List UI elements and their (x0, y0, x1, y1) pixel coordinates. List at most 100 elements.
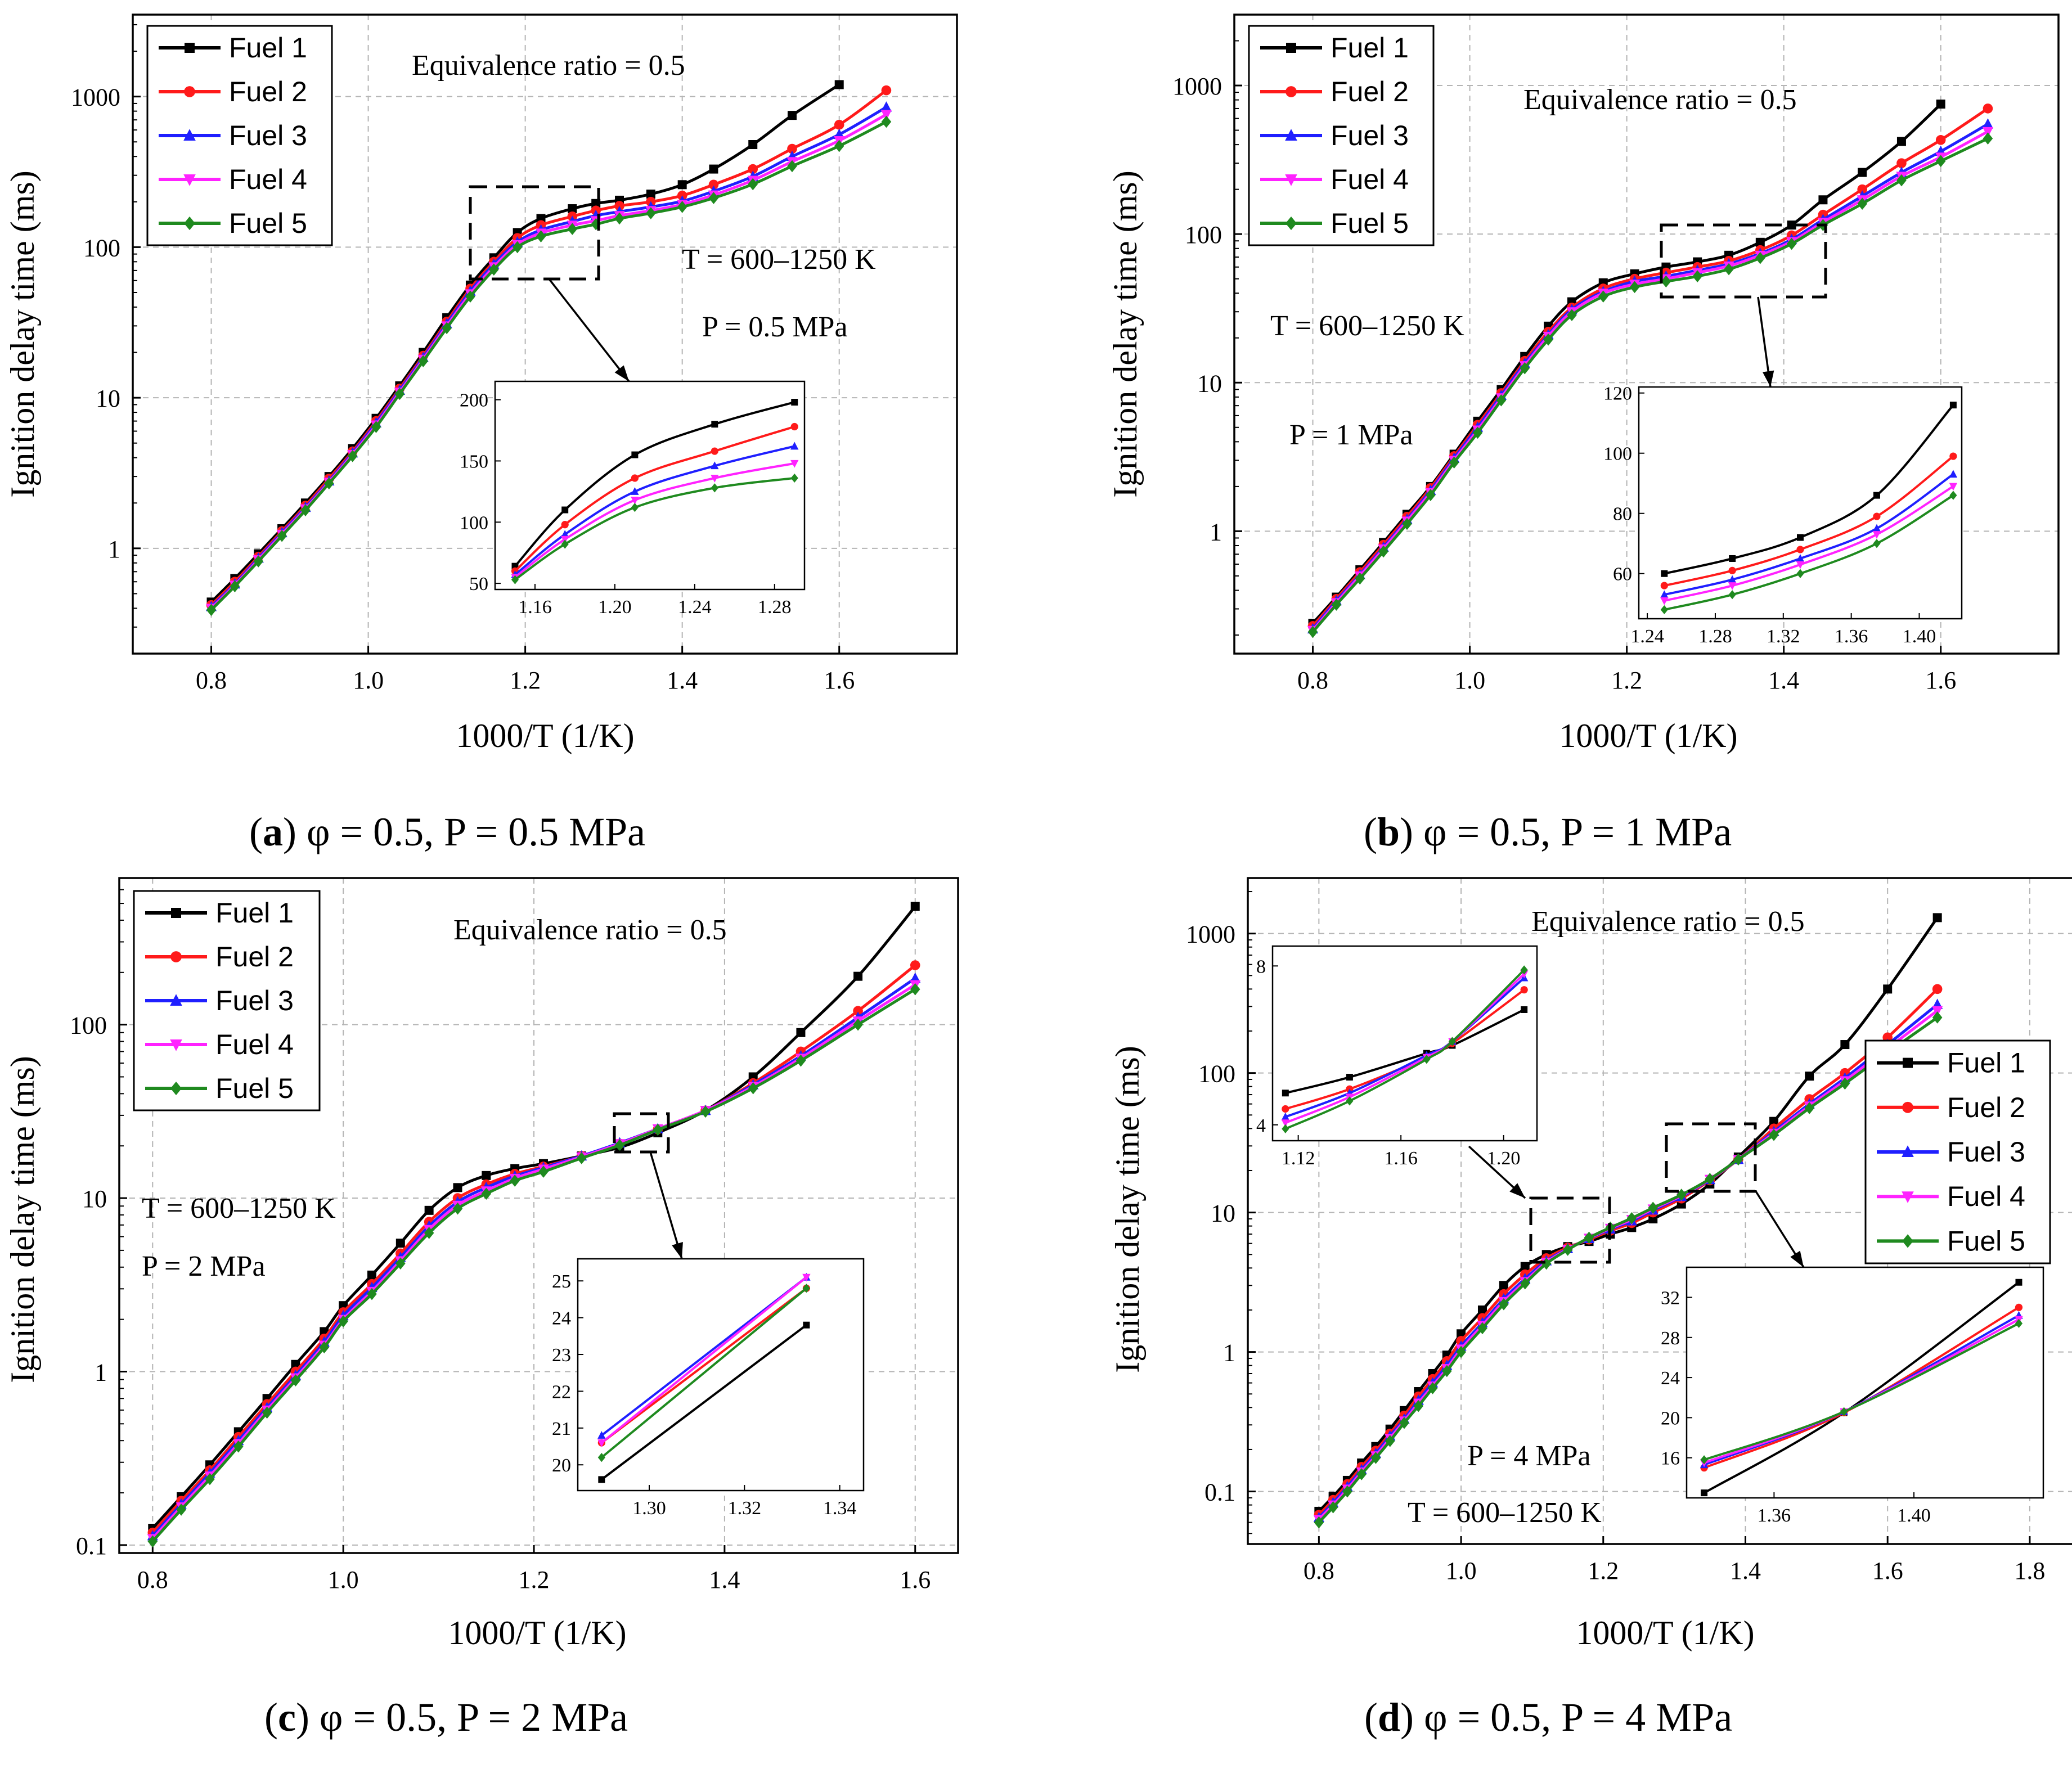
data-point-fuel-5 (881, 115, 892, 128)
inset-y-tick-label: 4 (1256, 1115, 1266, 1136)
legend-label-fuel-2: Fuel 2 (229, 76, 307, 107)
data-point-fuel-1 (709, 164, 718, 174)
data-point-fuel-5 (465, 290, 475, 303)
inset-x-tick-label: 1.30 (632, 1498, 666, 1519)
inset-point-fuel-1 (1346, 1074, 1353, 1081)
inset-point-fuel-2 (1282, 1105, 1289, 1113)
caption-panel-c: (c) φ = 0.5, P = 2 MPa (264, 1695, 628, 1740)
data-point-fuel-5 (708, 192, 719, 204)
data-point-fuel-5 (1477, 1322, 1487, 1335)
data-point-fuel-1 (910, 902, 920, 911)
inset-line-fuel-4 (601, 1276, 807, 1444)
captions: (a) φ = 0.5, P = 0.5 MPa (b) φ = 0.5, P =… (249, 809, 1732, 1740)
data-point-fuel-5 (418, 355, 429, 367)
data-point-fuel-1 (1932, 913, 1942, 922)
zoom-arrow-head (672, 1242, 683, 1259)
data-point-fuel-5 (338, 1315, 348, 1327)
legend-marker-fuel-1 (171, 908, 181, 918)
data-point-fuel-5 (1441, 1365, 1452, 1378)
data-point-fuel-5 (347, 450, 358, 462)
legend-label-fuel-1: Fuel 1 (229, 32, 307, 64)
series-group (205, 80, 892, 616)
data-point-fuel-5 (147, 1535, 158, 1548)
x-tick-label: 1.0 (353, 667, 384, 694)
inset-x-tick-label: 1.20 (598, 597, 632, 618)
plot-frame (118, 877, 959, 1554)
data-point-fuel-2 (1935, 135, 1946, 145)
inset-point-fuel-5 (631, 503, 639, 512)
zoom-region-box (469, 185, 600, 281)
inset-x-tick-label: 1.32 (1767, 626, 1800, 647)
data-point-fuel-5 (371, 421, 381, 433)
data-point-fuel-5 (834, 139, 844, 152)
inset-point-fuel-2 (790, 422, 798, 431)
inset-x-tick-label: 1.28 (1698, 626, 1732, 647)
x-tick-label: 1.4 (1768, 667, 1799, 694)
x-tick-label: 1.4 (709, 1566, 740, 1594)
data-point-fuel-5 (700, 1105, 711, 1118)
data-point-fuel-5 (1378, 545, 1388, 558)
data-point-fuel-1 (1769, 1117, 1779, 1126)
zoom-region-box (1529, 1196, 1611, 1264)
data-point-fuel-5 (1385, 1435, 1395, 1447)
y-tick-label: 10 (1197, 370, 1222, 397)
data-point-fuel-5 (394, 388, 405, 400)
inset-point-fuel-1 (711, 421, 718, 428)
data-point-fuel-5 (1676, 1189, 1687, 1201)
x-tick-label: 1.2 (519, 1566, 550, 1594)
inset-point-fuel-5 (597, 1453, 605, 1462)
inset-x-tick-label: 1.16 (1384, 1148, 1418, 1169)
legend-label-fuel-2: Fuel 2 (1947, 1092, 2025, 1123)
legend-marker-fuel-1 (1903, 1057, 1913, 1068)
caption-letter: a (263, 809, 283, 854)
data-point-fuel-5 (1413, 1399, 1424, 1412)
inset-y-tick-label: 23 (552, 1345, 571, 1366)
inset-line-fuel-4 (514, 462, 795, 578)
data-point-fuel-5 (1355, 572, 1365, 585)
data-point-fuel-1 (1858, 168, 1867, 177)
data-point-fuel-1 (1477, 1305, 1487, 1315)
data-point-fuel-5 (512, 241, 523, 254)
plot-frame (1233, 13, 2060, 655)
zoom-arrow (649, 1151, 683, 1259)
zoom-region-box (1660, 223, 1827, 299)
data-point-fuel-5 (1661, 275, 1671, 288)
inset-y-tick-label: 16 (1661, 1448, 1680, 1469)
data-point-fuel-5 (1935, 155, 1946, 168)
inset-plot-1: 1.16 1.20 1.24 1.28 50 100 150 200 (460, 380, 806, 618)
inset-point-fuel-3 (1660, 590, 1669, 598)
series-line-4 (151, 983, 916, 1540)
inset-y-tick-label: 21 (552, 1419, 571, 1439)
inset-y-tick-label: 25 (552, 1271, 571, 1292)
inset-plot-1: 1.30 1.32 1.34 20 21 22 23 24 25 (552, 1258, 865, 1519)
inset-point-fuel-4 (1796, 561, 1805, 569)
inset-x-tick-label: 1.28 (758, 597, 792, 618)
data-point-fuel-1 (646, 190, 655, 199)
inset-y-tick-label: 28 (1661, 1328, 1680, 1349)
data-point-fuel-5 (1733, 1153, 1743, 1166)
inset-point-fuel-2 (1873, 512, 1881, 520)
data-point-fuel-1 (853, 971, 863, 981)
data-point-fuel-5 (1567, 309, 1577, 321)
data-point-fuel-2 (910, 960, 920, 970)
data-point-fuel-5 (1449, 456, 1459, 469)
inset-point-fuel-1 (561, 506, 569, 514)
annotation-1: Equivalence ratio = 0.5 (1531, 906, 1805, 938)
inset-point-fuel-1 (598, 1476, 605, 1483)
inset-point-fuel-4 (711, 474, 719, 483)
x-tick-label: 1.2 (510, 667, 541, 694)
data-point-fuel-5 (489, 263, 499, 276)
legend: Fuel 1 Fuel 2 Fuel 3 Fuel 4 Fuel 5 (1864, 1039, 2051, 1264)
inset-y-tick-label: 150 (460, 451, 488, 472)
data-point-fuel-5 (1840, 1077, 1850, 1090)
y-tick-label: 10 (82, 1185, 107, 1213)
x-axis-title: 1000/T (1/K) (1559, 717, 1737, 754)
data-point-fuel-5 (424, 1227, 434, 1239)
data-point-fuel-1 (788, 111, 797, 120)
inset-y-tick-label: 8 (1256, 956, 1266, 977)
legend-label-fuel-3: Fuel 3 (1331, 120, 1409, 151)
data-point-fuel-5 (1629, 281, 1640, 294)
inset-x-tick-label: 1.34 (823, 1498, 857, 1519)
inset-point-fuel-3 (1281, 1112, 1290, 1120)
legend-label-fuel-4: Fuel 4 (1331, 164, 1409, 195)
